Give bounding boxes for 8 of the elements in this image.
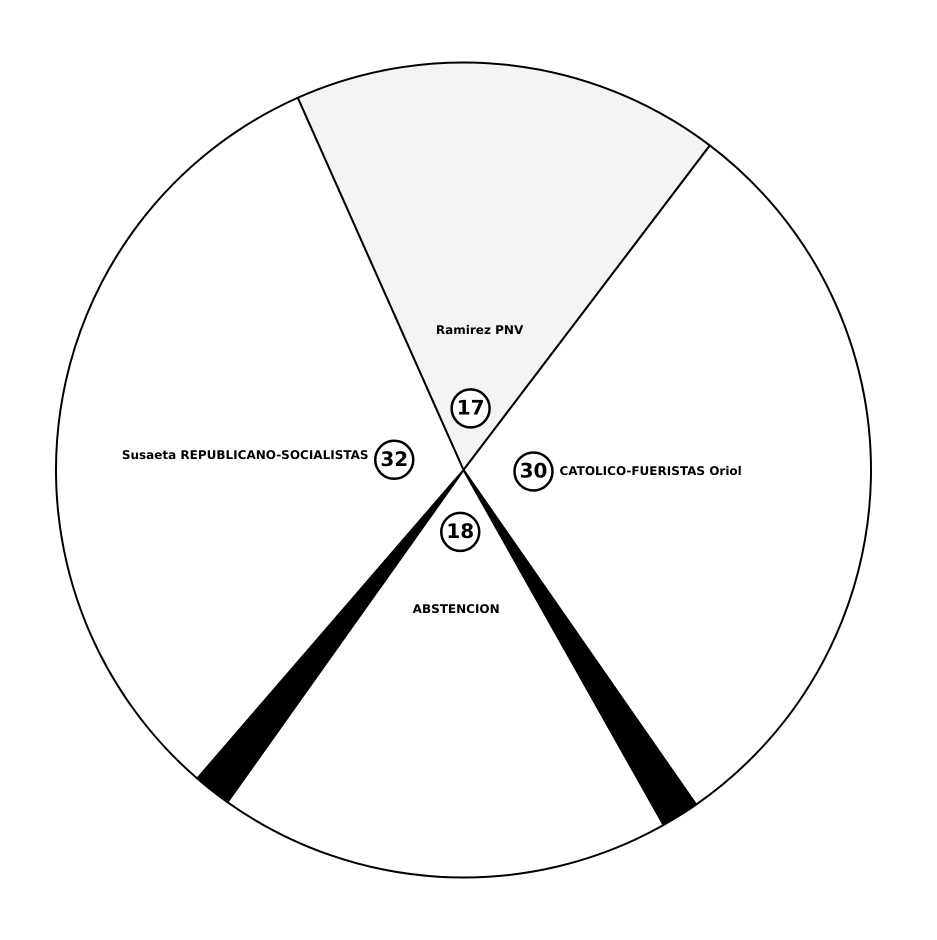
slice-label: Ramirez PNV [436,323,524,338]
slice-label: CATOLICO-FUERISTAS Oriol [559,464,742,478]
data-label: 32 [380,446,408,471]
data-label: 17 [456,396,485,420]
slice-label: ABSTENCION [412,602,500,616]
slice-label: Susaeta REPUBLICANO-SOCIALISTAS [122,448,369,462]
data-label: 30 [520,458,548,483]
data-label: 18 [446,519,474,544]
